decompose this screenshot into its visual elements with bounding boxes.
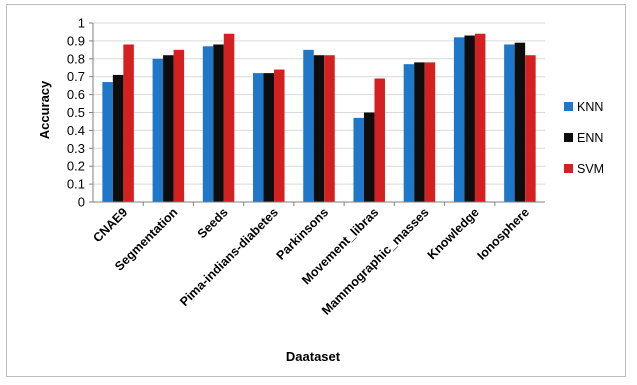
bar-svm (123, 44, 134, 203)
bar-svm (274, 69, 285, 202)
x-tick-label: Ionosphere (474, 205, 532, 263)
bar-svm (474, 33, 486, 202)
x-tick-label: Knowledge (425, 205, 482, 262)
legend-label-knn: KNN (577, 100, 603, 114)
x-tick-label: Pima-indians-diabetes (177, 205, 281, 309)
bar-enn (414, 62, 425, 202)
bars (102, 33, 536, 203)
legend-label-enn: ENN (577, 131, 603, 145)
bar-enn (163, 55, 174, 202)
bar-knn (353, 117, 364, 202)
legend: KNN ENN SVM (564, 100, 604, 176)
x-tick-label: CNAE9 (90, 205, 130, 245)
bar-enn (313, 55, 325, 202)
legend-swatch-enn (564, 133, 573, 142)
y-tick-label: 0.5 (67, 105, 85, 120)
y-tick-label: 0.8 (67, 51, 85, 66)
bar-knn (303, 49, 314, 202)
y-tick-label: 0.4 (67, 123, 85, 138)
bar-knn (453, 37, 465, 202)
bar-knn (403, 64, 415, 202)
bar-enn (363, 112, 375, 202)
bar-enn (263, 73, 275, 203)
bar-knn (102, 82, 113, 202)
y-tick-label: 0 (78, 195, 85, 210)
y-tick-label: 0.1 (67, 177, 85, 192)
y-tick-labels: 0 0.1 0.2 0.3 0.4 0.5 0.6 0.7 0.8 0.9 1 (67, 16, 85, 210)
bar-enn (213, 44, 224, 203)
bar-enn (514, 42, 526, 202)
bar-knn (253, 73, 264, 203)
bar-enn (464, 35, 475, 202)
legend-swatch-svm (564, 164, 573, 173)
bar-svm (223, 33, 235, 202)
bar-svm (525, 55, 536, 202)
x-axis-title: Daataset (286, 349, 341, 364)
y-tick-label: 0.6 (67, 87, 85, 102)
x-tick-label: Seeds (195, 205, 231, 241)
y-tick-label: 0.7 (67, 69, 85, 84)
bar-knn (202, 46, 214, 202)
y-axis-title: Accuracy (37, 80, 52, 139)
bar-knn (152, 58, 164, 202)
axes (92, 23, 545, 206)
bar-svm (374, 78, 385, 202)
legend-swatch-knn (564, 102, 573, 111)
y-tick-label: 0.9 (67, 33, 85, 48)
bar-enn (112, 74, 124, 202)
legend-label-svm: SVM (577, 162, 604, 176)
bar-svm (424, 62, 436, 202)
bar-svm (324, 55, 335, 202)
bar-svm (173, 49, 185, 202)
bar-knn (504, 44, 515, 203)
x-tick-label: Mammographic_masses (319, 205, 432, 318)
y-tick-label: 0.2 (67, 159, 85, 174)
y-tick-label: 0.3 (67, 141, 85, 156)
y-tick-label: 1 (78, 16, 85, 31)
